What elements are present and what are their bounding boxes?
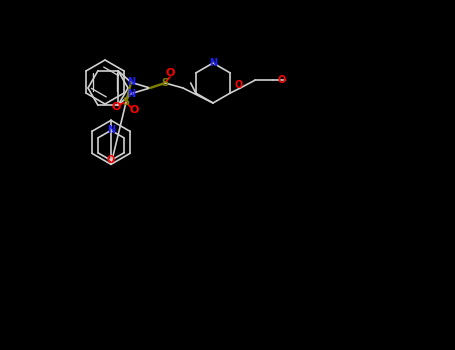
Text: O: O bbox=[129, 105, 139, 116]
Text: N: N bbox=[127, 89, 135, 99]
Text: S: S bbox=[162, 78, 168, 88]
Text: S: S bbox=[122, 97, 130, 107]
Text: O: O bbox=[165, 68, 175, 78]
Text: O: O bbox=[107, 155, 115, 165]
Text: O: O bbox=[111, 102, 121, 112]
Text: N: N bbox=[209, 58, 217, 68]
Text: N: N bbox=[107, 125, 115, 135]
Text: O: O bbox=[234, 80, 243, 90]
Text: O: O bbox=[277, 75, 285, 85]
Text: N: N bbox=[127, 77, 135, 88]
